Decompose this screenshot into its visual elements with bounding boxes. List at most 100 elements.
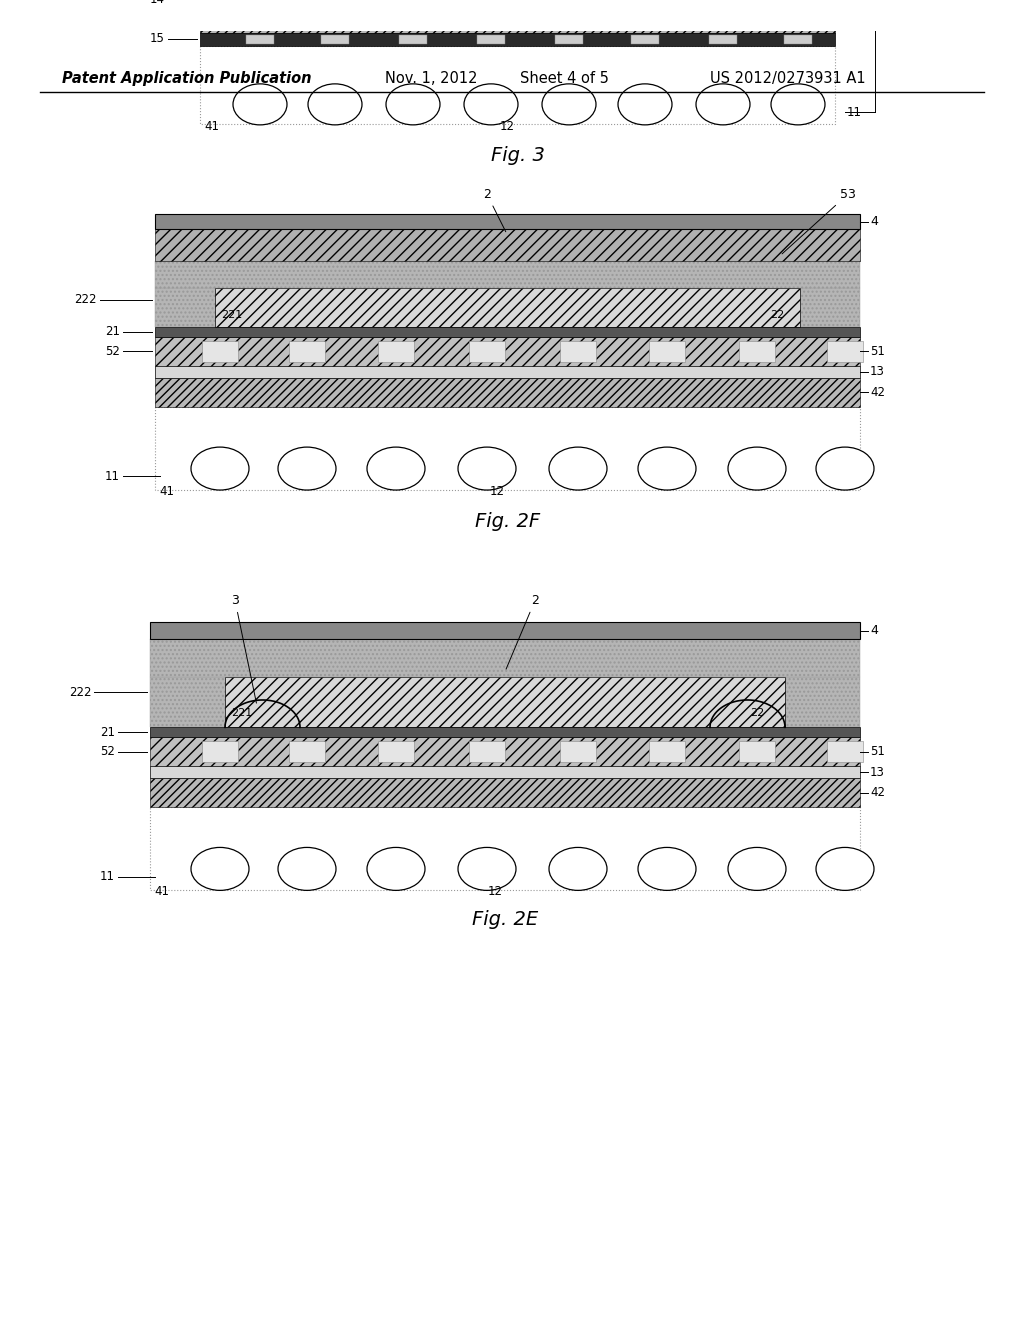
- Ellipse shape: [367, 847, 425, 891]
- Text: 4: 4: [870, 215, 878, 228]
- Text: 22: 22: [750, 708, 764, 718]
- Ellipse shape: [771, 84, 825, 125]
- Bar: [215, 288, 800, 327]
- Ellipse shape: [367, 447, 425, 490]
- Ellipse shape: [542, 84, 596, 125]
- Bar: [378, 341, 414, 362]
- Text: 21: 21: [105, 325, 120, 338]
- Bar: [631, 36, 659, 44]
- Text: 41: 41: [154, 886, 169, 899]
- Bar: [378, 741, 414, 763]
- Bar: [150, 639, 860, 677]
- Bar: [399, 36, 427, 44]
- Ellipse shape: [728, 447, 786, 490]
- Text: 3: 3: [231, 594, 256, 704]
- Text: 221: 221: [221, 310, 243, 321]
- Ellipse shape: [696, 84, 750, 125]
- Ellipse shape: [278, 447, 336, 490]
- Text: 12: 12: [489, 486, 505, 498]
- Text: 51: 51: [870, 345, 885, 358]
- Text: Fig. 2E: Fig. 2E: [472, 911, 539, 929]
- Bar: [289, 341, 325, 362]
- Bar: [200, 5, 835, 33]
- Bar: [155, 337, 860, 366]
- Bar: [150, 622, 860, 639]
- Text: 41: 41: [159, 486, 174, 498]
- Ellipse shape: [638, 847, 696, 891]
- Text: Nov. 1, 2012: Nov. 1, 2012: [385, 70, 477, 86]
- Bar: [155, 407, 860, 490]
- Text: 221: 221: [231, 708, 252, 718]
- Ellipse shape: [191, 847, 249, 891]
- Bar: [709, 36, 737, 44]
- Text: 42: 42: [870, 787, 885, 799]
- Text: Fig. 2F: Fig. 2F: [475, 512, 540, 531]
- Bar: [289, 741, 325, 763]
- Ellipse shape: [386, 84, 440, 125]
- Ellipse shape: [728, 847, 786, 891]
- Ellipse shape: [816, 447, 874, 490]
- Bar: [560, 341, 596, 362]
- Text: 13: 13: [870, 766, 885, 779]
- Bar: [150, 737, 860, 767]
- Bar: [560, 741, 596, 763]
- Bar: [469, 341, 505, 362]
- Text: Fig. 3: Fig. 3: [490, 145, 545, 165]
- Bar: [200, 33, 835, 46]
- Text: 15: 15: [151, 33, 165, 45]
- Bar: [739, 341, 775, 362]
- Ellipse shape: [816, 847, 874, 891]
- Bar: [739, 741, 775, 763]
- Text: 42: 42: [870, 385, 885, 399]
- Ellipse shape: [458, 847, 516, 891]
- Bar: [150, 808, 860, 891]
- Bar: [155, 230, 860, 260]
- Bar: [155, 327, 860, 337]
- Bar: [150, 727, 860, 737]
- Bar: [555, 36, 583, 44]
- Bar: [150, 777, 860, 808]
- Text: Sheet 4 of 5: Sheet 4 of 5: [520, 70, 609, 86]
- Bar: [784, 36, 812, 44]
- Bar: [202, 741, 238, 763]
- Ellipse shape: [278, 847, 336, 891]
- Text: 2: 2: [483, 187, 506, 232]
- Bar: [827, 341, 863, 362]
- Text: 12: 12: [500, 120, 514, 133]
- Text: 11: 11: [100, 870, 115, 883]
- Ellipse shape: [618, 84, 672, 125]
- Bar: [827, 741, 863, 763]
- Text: 52: 52: [105, 345, 120, 358]
- Text: 222: 222: [70, 685, 92, 698]
- Bar: [202, 341, 238, 362]
- Bar: [649, 741, 685, 763]
- Bar: [155, 378, 860, 407]
- Ellipse shape: [464, 84, 518, 125]
- Bar: [200, 0, 835, 5]
- Bar: [321, 36, 349, 44]
- Ellipse shape: [549, 447, 607, 490]
- Bar: [155, 288, 860, 327]
- Bar: [150, 677, 860, 727]
- Text: US 2012/0273931 A1: US 2012/0273931 A1: [710, 70, 865, 86]
- Text: Patent Application Publication: Patent Application Publication: [62, 70, 311, 86]
- Text: 21: 21: [100, 726, 115, 739]
- Text: 12: 12: [487, 886, 503, 899]
- Bar: [477, 36, 505, 44]
- Ellipse shape: [191, 447, 249, 490]
- Text: 51: 51: [870, 746, 885, 758]
- Ellipse shape: [308, 84, 362, 125]
- Ellipse shape: [458, 447, 516, 490]
- Bar: [246, 36, 274, 44]
- Bar: [155, 366, 860, 378]
- Text: 41: 41: [204, 120, 219, 133]
- Ellipse shape: [549, 847, 607, 891]
- Text: 14: 14: [150, 0, 165, 7]
- Text: 2: 2: [506, 594, 539, 669]
- Ellipse shape: [233, 84, 287, 125]
- Bar: [649, 341, 685, 362]
- Text: 11: 11: [847, 106, 862, 119]
- Text: 13: 13: [870, 366, 885, 379]
- Text: 11: 11: [105, 470, 120, 483]
- Text: 4: 4: [870, 624, 878, 638]
